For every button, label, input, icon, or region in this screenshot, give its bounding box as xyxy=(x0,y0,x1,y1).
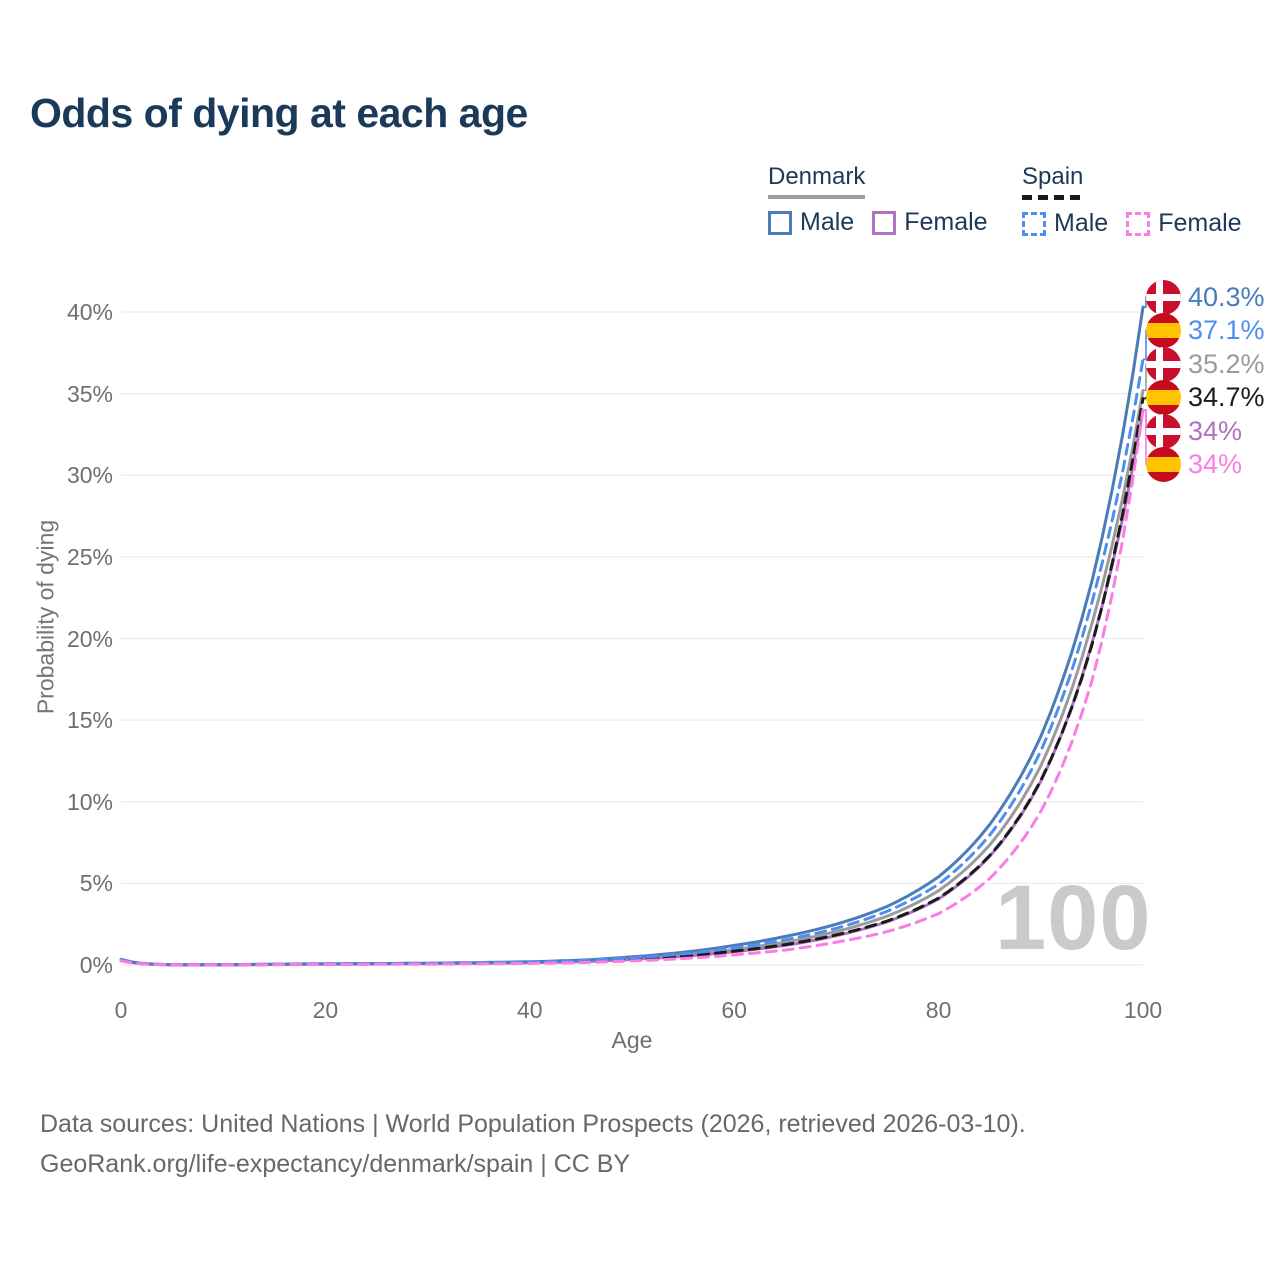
series-line-spain-female xyxy=(119,408,1145,967)
x-tick-label: 20 xyxy=(312,997,339,1023)
age-watermark: 100 xyxy=(995,867,1152,969)
x-tick-label: 40 xyxy=(517,997,543,1023)
legend-group-denmark: Denmark Male Female xyxy=(768,163,988,237)
legend-item-label: Female xyxy=(1158,209,1242,237)
legend-item-label: Female xyxy=(904,208,988,236)
y-tick-label: 35% xyxy=(66,380,113,407)
x-tick-label: 60 xyxy=(721,997,747,1023)
end-label-value: 35.2% xyxy=(1188,348,1265,379)
footer-attribution-line: GeoRank.org/life-expectancy/denmark/spai… xyxy=(40,1150,631,1178)
series-line-denmark-female xyxy=(119,408,1145,967)
end-label-denmark-both-sexes: 35.2% xyxy=(1146,346,1265,382)
spain-female-swatch-icon xyxy=(1126,211,1151,236)
end-label-value: 34% xyxy=(1188,449,1243,479)
denmark-female-swatch-icon xyxy=(872,210,897,235)
y-tick-label: 10% xyxy=(66,788,113,815)
footer-sources-line: Data sources: United Nations | World Pop… xyxy=(40,1110,1026,1138)
end-label-value: 34.7% xyxy=(1188,382,1265,412)
legend-header-denmark-label: Denmark xyxy=(768,163,866,190)
y-tick-label: 20% xyxy=(66,625,113,652)
series-line-spain-male xyxy=(119,357,1145,967)
end-label-value: 34% xyxy=(1188,415,1243,446)
legend-item-denmark-female[interactable]: Female xyxy=(872,208,988,237)
denmark-line-style-swatch xyxy=(768,195,866,199)
end-label-spain-male: 37.1% xyxy=(1146,313,1265,349)
legend-header-denmark: Denmark xyxy=(768,163,866,199)
x-tick-label: 0 xyxy=(114,997,128,1023)
series-line-denmark-male xyxy=(119,305,1145,967)
end-label-spain-both-sexes: 34.7% xyxy=(1146,380,1265,416)
end-label-value: 40.3% xyxy=(1188,281,1265,312)
legend-item-denmark-male[interactable]: Male xyxy=(768,208,854,237)
end-label-denmark-female: 34% xyxy=(1146,413,1242,449)
x-tick-label: 80 xyxy=(925,997,952,1023)
end-label-denmark-male: 40.3% xyxy=(1146,279,1265,315)
denmark-flag-icon xyxy=(1146,279,1181,315)
denmark-flag-icon xyxy=(1146,413,1181,449)
denmark-male-swatch-icon xyxy=(768,210,792,235)
end-label-value: 37.1% xyxy=(1188,315,1265,345)
denmark-flag-icon xyxy=(1146,346,1181,382)
legend-item-spain-female[interactable]: Female xyxy=(1126,209,1242,238)
legend-item-label: Male xyxy=(1054,209,1109,237)
spain-flag-icon xyxy=(1146,447,1181,482)
legend-group-spain: Spain Male Female xyxy=(1022,163,1242,238)
y-tick-label: 0% xyxy=(79,952,113,978)
y-tick-label: 15% xyxy=(66,707,113,734)
end-label-spain-female: 34% xyxy=(1146,447,1242,483)
spain-flag-icon xyxy=(1146,380,1181,415)
y-tick-label: 30% xyxy=(66,462,113,489)
legend-item-spain-male[interactable]: Male xyxy=(1022,209,1108,238)
spain-line-style-swatch xyxy=(1022,195,1084,200)
footer: Data sources: United Nations | World Pop… xyxy=(40,1104,1026,1184)
y-tick-label: 40% xyxy=(66,299,113,325)
legend-header-spain-label: Spain xyxy=(1022,163,1084,190)
spain-flag-icon xyxy=(1146,313,1181,348)
y-tick-label: 5% xyxy=(79,870,113,897)
x-tick-label: 100 xyxy=(1123,997,1163,1023)
x-axis-title: Age xyxy=(611,1027,653,1053)
spain-male-swatch-icon xyxy=(1022,211,1046,236)
legend-header-spain: Spain xyxy=(1022,163,1084,200)
page-title: Odds of dying at each age xyxy=(30,90,528,136)
legend-item-label: Male xyxy=(800,208,855,236)
y-tick-label: 25% xyxy=(66,543,113,570)
